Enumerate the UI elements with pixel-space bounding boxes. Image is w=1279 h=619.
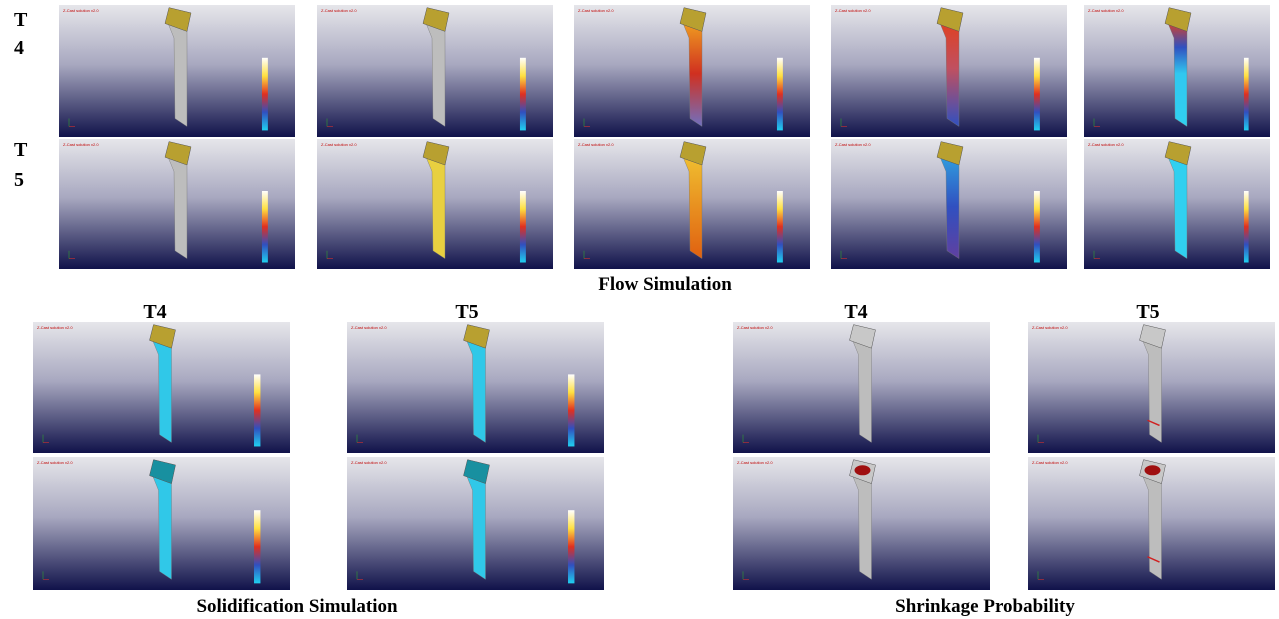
- color-bar: [1034, 191, 1040, 263]
- panel-title: Z-Cast solution v2.0: [321, 142, 357, 147]
- panel-title: Z-Cast solution v2.0: [351, 325, 387, 330]
- panel-title: Z-Cast solution v2.0: [1088, 8, 1124, 13]
- simulation-panel: Z-Cast solution v2.0: [574, 139, 810, 269]
- color-bar: [568, 374, 574, 446]
- section-title: Flow Simulation: [598, 274, 732, 295]
- color-bar: [262, 58, 268, 131]
- panel-title: Z-Cast solution v2.0: [737, 325, 773, 330]
- simulation-panel: Z-Cast solution v2.0: [347, 322, 604, 453]
- column-label: T5: [1136, 301, 1159, 323]
- panel-title: Z-Cast solution v2.0: [37, 325, 73, 330]
- column-label: T4: [143, 301, 166, 323]
- section-title: Shrinkage Probability: [895, 596, 1075, 617]
- simulation-panel: Z-Cast solution v2.0: [317, 5, 553, 137]
- color-bar: [777, 191, 783, 263]
- simulation-panel: Z-Cast solution v2.0: [733, 322, 990, 453]
- color-bar: [520, 58, 526, 131]
- panel-title: Z-Cast solution v2.0: [1088, 142, 1124, 147]
- simulation-panel: Z-Cast solution v2.0: [33, 322, 290, 453]
- simulation-panel: Z-Cast solution v2.0: [574, 5, 810, 137]
- panel-title: Z-Cast solution v2.0: [351, 460, 387, 465]
- shrinkage-top: [855, 465, 871, 475]
- color-bar: [262, 191, 268, 263]
- section-title: Solidification Simulation: [196, 596, 398, 617]
- row-label-letter: T: [14, 9, 28, 31]
- simulation-panel: Z-Cast solution v2.0: [831, 139, 1067, 269]
- panel-title: Z-Cast solution v2.0: [37, 460, 73, 465]
- panel-title: Z-Cast solution v2.0: [1032, 325, 1068, 330]
- figure: T 4 T 5 Flow Simulation T4 T5 T4 T5 Soli…: [0, 0, 1279, 619]
- panel-title: Z-Cast solution v2.0: [578, 8, 614, 13]
- color-bar: [568, 510, 574, 583]
- simulation-panel: Z-Cast solution v2.0: [1028, 457, 1275, 590]
- color-bar: [254, 510, 260, 583]
- panel-title: Z-Cast solution v2.0: [737, 460, 773, 465]
- color-bar: [1244, 191, 1249, 263]
- row-label-letter: T: [14, 139, 28, 161]
- color-bar: [254, 374, 260, 446]
- color-bar: [520, 191, 526, 263]
- panel-title: Z-Cast solution v2.0: [63, 8, 99, 13]
- simulation-panel: Z-Cast solution v2.0: [347, 457, 604, 590]
- panels: Z-Cast solution v2.0 Z-Cast solution v2.0…: [33, 5, 1275, 590]
- panel-title: Z-Cast solution v2.0: [835, 142, 871, 147]
- panel-title: Z-Cast solution v2.0: [321, 8, 357, 13]
- simulation-panel: Z-Cast solution v2.0: [33, 457, 290, 590]
- color-bar: [1034, 58, 1040, 131]
- color-bar: [1244, 58, 1249, 131]
- simulation-panel: Z-Cast solution v2.0: [733, 457, 990, 590]
- simulation-panel: Z-Cast solution v2.0: [1028, 322, 1275, 453]
- row-label-number: 5: [14, 169, 24, 191]
- color-bar: [777, 58, 783, 131]
- shrinkage-top: [1145, 465, 1161, 475]
- column-label: T5: [455, 301, 478, 323]
- simulation-panel: Z-Cast solution v2.0: [1084, 5, 1270, 137]
- simulation-panel: Z-Cast solution v2.0: [59, 5, 295, 137]
- panel-title: Z-Cast solution v2.0: [63, 142, 99, 147]
- simulation-panel: Z-Cast solution v2.0: [1084, 139, 1270, 269]
- panel-title: Z-Cast solution v2.0: [578, 142, 614, 147]
- row-label-number: 4: [14, 37, 24, 59]
- simulation-panel: Z-Cast solution v2.0: [59, 139, 295, 269]
- panel-title: Z-Cast solution v2.0: [835, 8, 871, 13]
- panel-title: Z-Cast solution v2.0: [1032, 460, 1068, 465]
- simulation-panel: Z-Cast solution v2.0: [317, 139, 553, 269]
- column-label: T4: [844, 301, 867, 323]
- simulation-panel: Z-Cast solution v2.0: [831, 5, 1067, 137]
